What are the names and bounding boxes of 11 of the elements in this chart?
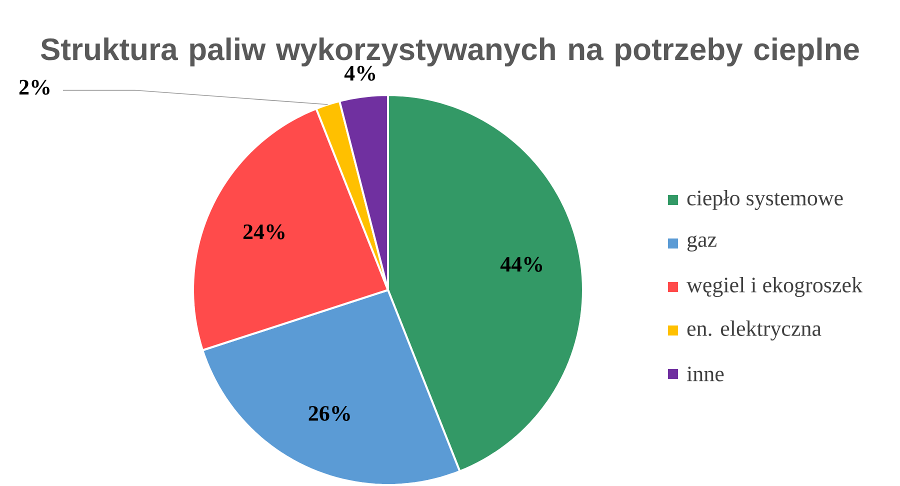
data-label: 24% — [243, 224, 284, 240]
legend-label: węgiel i ekogroszek — [686, 276, 862, 297]
legend-label: en. elektryczna — [687, 320, 822, 340]
legend-label: inne — [686, 366, 724, 382]
data-label: 26% — [308, 406, 350, 421]
data-label: 44% — [500, 256, 542, 272]
legend-label: gaz — [687, 235, 716, 252]
data-label: 4% — [344, 66, 376, 81]
data-label: 2% — [19, 80, 50, 95]
legend-label: ciepło systemowe — [687, 190, 843, 210]
chart-title: Struktura paliw wykorzystywanych na potrzeby cieplne — [40, 38, 859, 66]
